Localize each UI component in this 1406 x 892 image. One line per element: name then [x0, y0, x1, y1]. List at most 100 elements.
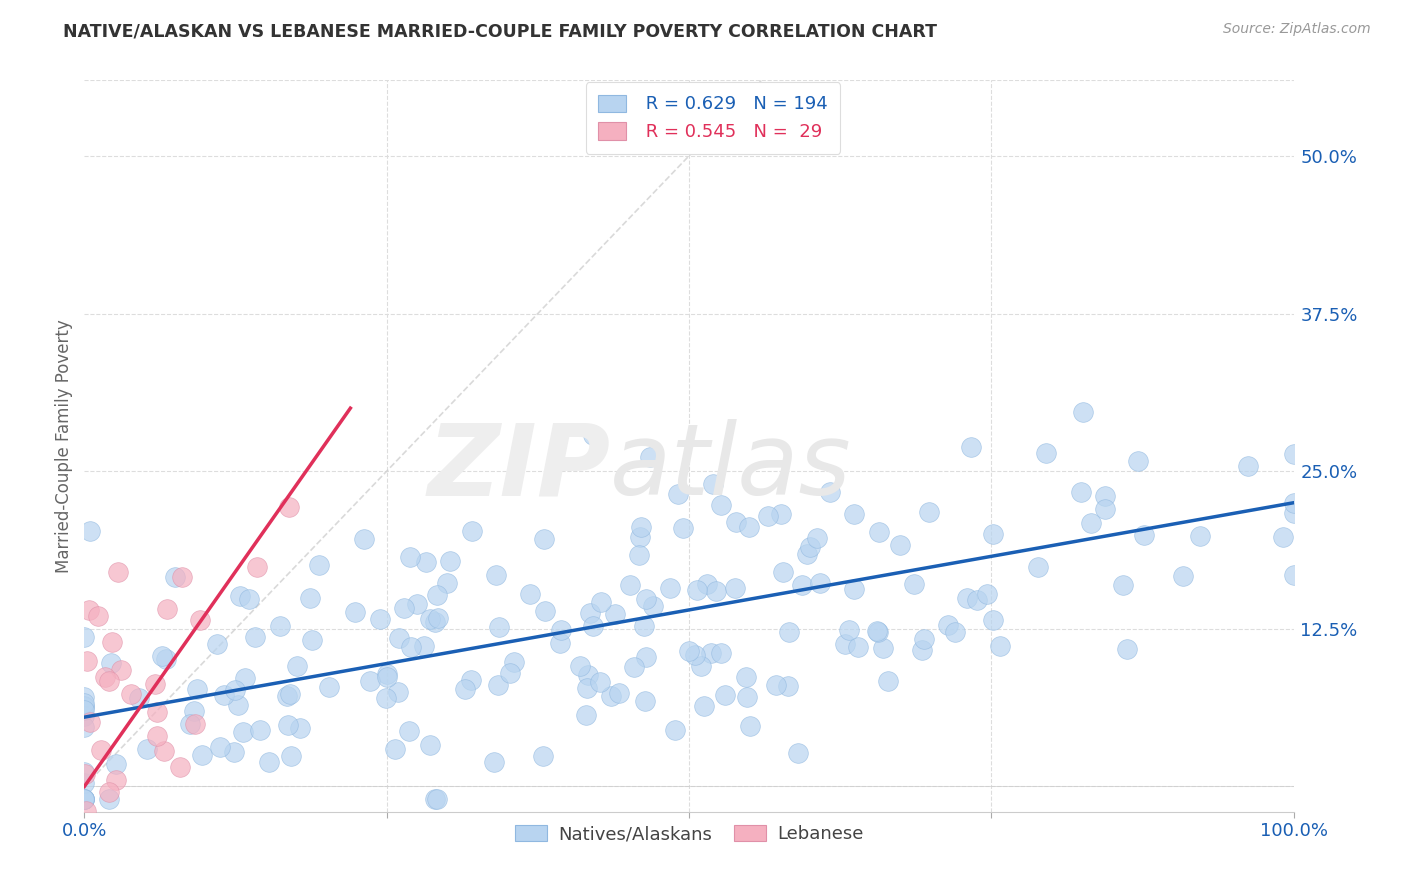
Natives/Alaskans [128, 691, 150, 706]
Natives/Alaskans [280, 749, 302, 764]
Natives/Alaskans [249, 723, 271, 737]
Natives/Alaskans [945, 624, 967, 639]
Natives/Alaskans [628, 548, 651, 562]
Natives/Alaskans [589, 675, 612, 690]
Natives/Alaskans [842, 582, 865, 596]
Natives/Alaskans [981, 613, 1004, 627]
Lebanese [184, 717, 207, 731]
Natives/Alaskans [966, 592, 988, 607]
Natives/Alaskans [638, 450, 661, 465]
Natives/Alaskans [179, 717, 201, 731]
Natives/Alaskans [100, 657, 122, 671]
Natives/Alaskans [796, 548, 818, 562]
Lebanese [90, 743, 112, 757]
Natives/Alaskans [1236, 459, 1258, 474]
Natives/Alaskans [725, 515, 748, 529]
Natives/Alaskans [384, 741, 406, 756]
Lebanese [153, 743, 176, 757]
Natives/Alaskans [981, 527, 1004, 541]
Natives/Alaskans [866, 624, 889, 638]
Natives/Alaskans [630, 530, 652, 544]
Natives/Alaskans [232, 725, 254, 739]
Natives/Alaskans [690, 659, 713, 673]
Natives/Alaskans [911, 642, 934, 657]
Natives/Alaskans [956, 591, 979, 605]
Lebanese [73, 767, 96, 781]
Natives/Alaskans [607, 686, 630, 700]
Natives/Alaskans [876, 673, 898, 688]
Natives/Alaskans [301, 632, 323, 647]
Natives/Alaskans [278, 687, 301, 701]
Natives/Alaskans [285, 659, 308, 673]
Natives/Alaskans [872, 641, 894, 656]
Natives/Alaskans [73, 792, 96, 806]
Natives/Alaskans [806, 532, 828, 546]
Natives/Alaskans [375, 666, 398, 681]
Natives/Alaskans [276, 689, 298, 703]
Natives/Alaskans [738, 719, 761, 733]
Natives/Alaskans [79, 524, 101, 538]
Lebanese [188, 613, 211, 627]
Natives/Alaskans [290, 721, 312, 735]
Natives/Alaskans [191, 748, 214, 763]
Natives/Alaskans [693, 699, 716, 714]
Natives/Alaskans [772, 565, 794, 579]
Natives/Alaskans [257, 755, 280, 769]
Natives/Alaskans [488, 620, 510, 634]
Natives/Alaskans [575, 708, 598, 723]
Natives/Alaskans [238, 591, 260, 606]
Natives/Alaskans [889, 538, 911, 552]
Lebanese [110, 663, 132, 677]
Natives/Alaskans [591, 595, 613, 609]
Natives/Alaskans [1094, 490, 1116, 504]
Natives/Alaskans [846, 640, 869, 655]
Natives/Alaskans [818, 485, 841, 500]
Natives/Alaskans [370, 612, 392, 626]
Natives/Alaskans [643, 599, 665, 613]
Natives/Alaskans [702, 477, 724, 491]
Lebanese [156, 602, 179, 616]
Natives/Alaskans [988, 639, 1011, 653]
Natives/Alaskans [808, 576, 831, 591]
Natives/Alaskans [1171, 569, 1194, 583]
Natives/Alaskans [486, 678, 509, 692]
Natives/Alaskans [163, 570, 186, 584]
Natives/Alaskans [671, 521, 693, 535]
Natives/Alaskans [666, 487, 689, 501]
Legend: Natives/Alaskans, Lebanese: Natives/Alaskans, Lebanese [508, 818, 870, 850]
Natives/Alaskans [499, 666, 522, 681]
Natives/Alaskans [550, 636, 572, 650]
Natives/Alaskans [1115, 642, 1137, 657]
Natives/Alaskans [1080, 516, 1102, 530]
Natives/Alaskans [866, 625, 889, 640]
Natives/Alaskans [634, 592, 657, 607]
Natives/Alaskans [713, 688, 735, 702]
Natives/Alaskans [73, 700, 96, 714]
Natives/Alaskans [73, 696, 96, 710]
Natives/Alaskans [387, 685, 409, 699]
Natives/Alaskans [73, 703, 96, 717]
Natives/Alaskans [1070, 485, 1092, 500]
Natives/Alaskans [308, 558, 330, 572]
Natives/Alaskans [531, 749, 554, 764]
Natives/Alaskans [799, 540, 821, 554]
Natives/Alaskans [73, 690, 96, 704]
Natives/Alaskans [229, 589, 252, 603]
Natives/Alaskans [1133, 528, 1156, 542]
Natives/Alaskans [97, 792, 120, 806]
Natives/Alaskans [426, 792, 449, 806]
Natives/Alaskans [73, 720, 96, 734]
Natives/Alaskans [790, 577, 813, 591]
Natives/Alaskans [73, 776, 96, 790]
Natives/Alaskans [155, 652, 177, 666]
Natives/Alaskans [605, 607, 627, 621]
Natives/Alaskans [461, 524, 484, 538]
Natives/Alaskans [359, 674, 381, 689]
Natives/Alaskans [568, 659, 591, 673]
Natives/Alaskans [243, 630, 266, 644]
Natives/Alaskans [413, 639, 436, 653]
Natives/Alaskans [704, 584, 727, 599]
Natives/Alaskans [205, 637, 228, 651]
Natives/Alaskans [734, 670, 756, 684]
Natives/Alaskans [699, 646, 721, 660]
